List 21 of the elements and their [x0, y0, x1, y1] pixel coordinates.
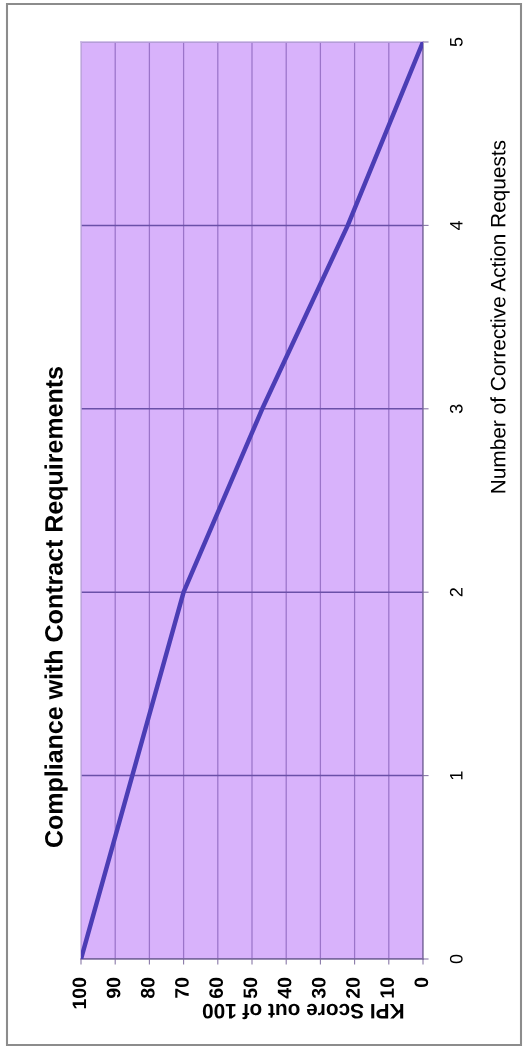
y-axis-title: Number of Corrective Action Requests	[490, 140, 510, 493]
line-series	[81, 42, 423, 959]
y-tick-label: 2	[449, 588, 463, 597]
y-tick-label: 0	[449, 954, 463, 964]
x-tick-label: 30	[311, 977, 326, 999]
x-tick-label: 50	[243, 977, 258, 999]
text: Compliance with Contract Requirements	[44, 367, 68, 847]
y-tick-label: 3	[449, 404, 463, 414]
x-tick-label: 60	[209, 977, 224, 998]
x-tick-label: 10	[380, 977, 395, 998]
x-axis-title: KPI Score out of 100	[202, 1003, 404, 1020]
y-tick-label: 5	[450, 37, 463, 47]
x-tick-label: 90	[106, 977, 121, 999]
x-tick-label: 20	[346, 977, 360, 999]
x-tick-label: 70	[175, 977, 189, 998]
x-tick-label: 100	[72, 977, 87, 1009]
x-tick-label: 40	[277, 977, 292, 999]
y-tick-label: 1	[450, 771, 463, 780]
x-tick-label: 0	[414, 977, 429, 988]
x-tick-label: 80	[140, 977, 155, 999]
y-tick-label: 4	[450, 220, 463, 231]
